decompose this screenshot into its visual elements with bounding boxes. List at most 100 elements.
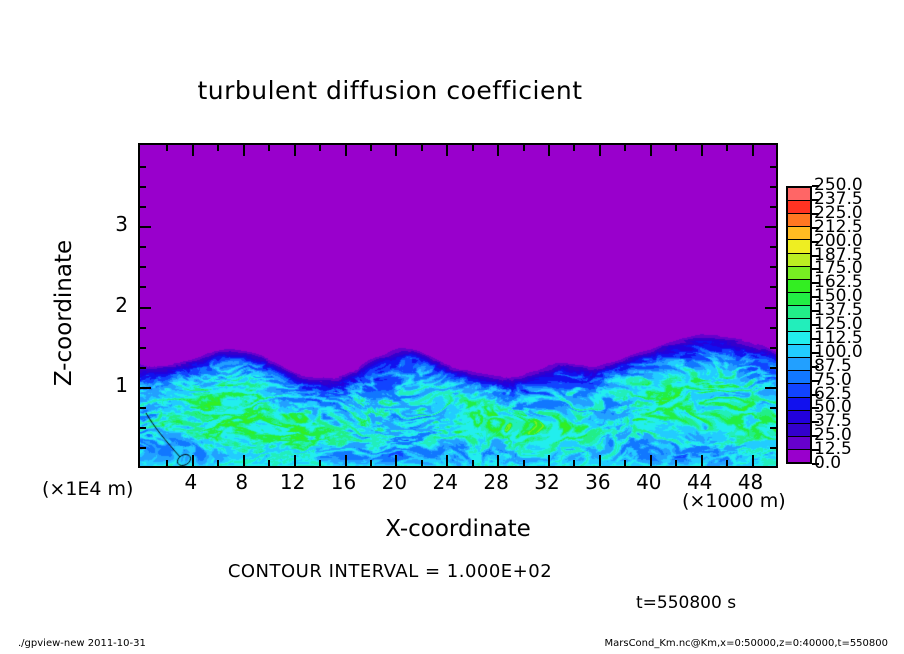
colorbar-band [788,214,810,228]
x-axis-tick [242,145,245,156]
colorbar-band [788,201,810,215]
y-axis-tick [140,186,146,189]
colorbar-band [788,240,810,254]
y-axis-tick [140,226,151,229]
y-axis-tick [140,386,151,389]
y-axis-tick [765,306,776,309]
x-axis-tick [726,145,729,151]
colorbar-band [788,227,810,241]
y-axis-tick [765,386,776,389]
y-axis-tick [770,266,776,269]
x-axis-tick [293,455,296,466]
x-axis-tick [369,460,372,466]
y-axis-tick [770,406,776,409]
colorbar-band [788,345,810,359]
colorbar-tick [812,379,819,382]
y-axis-tick [140,246,146,249]
x-axis-tick [344,145,347,156]
colorbar-tick-label: 100.0 [814,341,863,362]
y-axis-tick [770,166,776,169]
x-axis-tick [166,145,169,151]
colorbar-tick [812,198,819,201]
x-axis-tick [497,145,500,156]
colorbar-tick-label: 50.0 [814,397,852,418]
colorbar-band [788,397,810,411]
colorbar-band [788,423,810,437]
x-axis-tick [217,145,220,151]
x-axis-tick [420,145,423,151]
x-axis-tick [268,460,271,466]
footer-command: ./gpview-new 2011-10-31 [18,638,146,649]
y-axis-tick [140,406,146,409]
colorbar-tick-label: 212.5 [814,216,863,237]
y-axis-tick [770,326,776,329]
colorbar-tick-label: 37.5 [814,411,852,432]
colorbar-tick-label: 175.0 [814,258,863,279]
x-axis-tick-label: 48 [737,470,764,494]
colorbar-band [788,253,810,267]
colorbar-tick [812,296,819,299]
colorbar-tick [812,365,819,368]
x-axis-tick [446,145,449,156]
colorbar-band [788,436,810,450]
x-axis-title: X-coordinate [385,516,531,542]
colorbar-tick [812,240,819,243]
x-axis-tick [395,145,398,156]
y-axis-tick [770,286,776,289]
x-axis-tick [319,145,322,151]
colorbar-tick-label: 75.0 [814,369,852,390]
x-axis-tick [548,455,551,466]
x-axis-tick [598,455,601,466]
y-axis-tick [140,306,151,309]
x-axis-tick [649,455,652,466]
x-axis-tick [420,460,423,466]
colorbar-tick-label: 112.5 [814,327,863,348]
x-axis-tick [369,145,372,151]
x-axis-tick [700,455,703,466]
colorbar-ticks [812,185,820,465]
colorbar-tick [812,421,819,424]
colorbar-tick [812,337,819,340]
x-axis-tick-label: 32 [534,470,560,494]
colorbar [786,186,812,464]
y-axis-tick [140,206,146,209]
x-axis-tick [242,455,245,466]
x-axis-tick-label: 20 [381,470,408,494]
x-axis-tick-label: 40 [636,470,662,494]
y-axis-tick [770,426,776,429]
colorbar-tick-label: 150.0 [814,286,863,307]
x-axis-tick [726,460,729,466]
x-axis-tick [471,460,474,466]
contour-interval-label: CONTOUR INTERVAL = 1.000E+02 [227,561,553,582]
colorbar-tick-label: 87.5 [814,355,852,376]
x-axis-tick [191,455,194,466]
colorbar-band [788,371,810,385]
colorbar-tick-label: 137.5 [814,300,863,321]
y-axis-tick [140,446,146,449]
x-axis-tick-label: 12 [279,470,306,494]
y-axis-tick [140,346,146,349]
footer-dataset: MarsCond_Km.nc@Km,x=0:50000,z=0:40000,t=… [604,638,889,649]
x-axis-tick [268,145,271,151]
x-axis-tick [675,145,678,151]
contour-plot-area [138,143,778,468]
colorbar-band [788,449,810,462]
colorbar-tick [812,254,819,257]
colorbar-tick [812,268,819,271]
colorbar-tick-label: 250.0 [814,175,863,195]
colorbar-band [788,410,810,424]
x-axis-tick [624,460,627,466]
y-axis-tick [140,326,146,329]
colorbar-tick [812,435,819,438]
x-axis-tick [522,145,525,151]
x-axis-tick [166,460,169,466]
page-title: turbulent diffusion coefficient [197,76,583,105]
y-axis-tick-label: 2 [115,292,128,317]
colorbar-band [788,318,810,333]
x-axis-tick [700,145,703,156]
contour-field [140,145,776,466]
y-axis-tick [770,246,776,249]
x-axis-tick-label: 36 [585,470,611,494]
y-axis-tick [770,346,776,349]
x-axis-tick-label: 8 [235,470,249,494]
